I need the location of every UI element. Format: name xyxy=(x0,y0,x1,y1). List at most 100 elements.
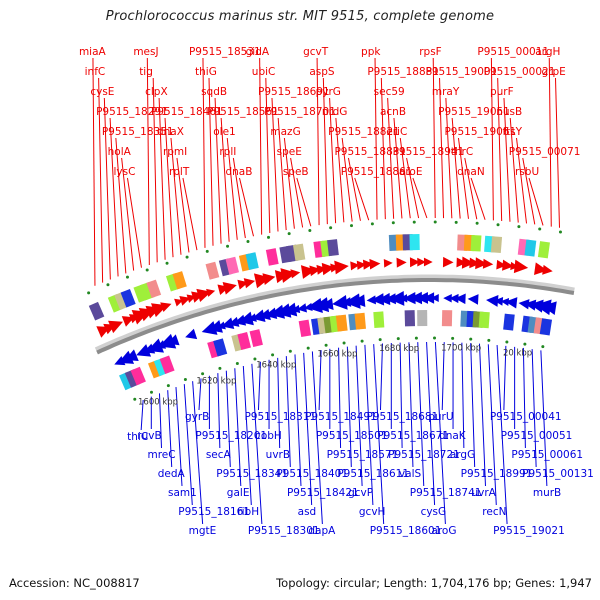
gene-label[interactable]: P9515_18561 xyxy=(207,106,279,118)
forward-gene-arrow[interactable] xyxy=(179,293,192,306)
gene-label[interactable]: purU xyxy=(428,411,453,423)
reverse-gene-arrow[interactable] xyxy=(290,304,301,315)
forward-gene-arrow[interactable] xyxy=(383,258,393,268)
reverse-gene-arrow[interactable] xyxy=(296,303,307,314)
gene-label[interactable]: P9515_00021 xyxy=(484,66,556,78)
gene-label[interactable]: pyrG xyxy=(316,86,341,98)
gene-label[interactable]: acnB xyxy=(380,106,406,118)
gene-label[interactable]: purF xyxy=(490,86,514,98)
reverse-gene-arrow[interactable] xyxy=(320,298,334,312)
gene-label[interactable]: valS xyxy=(399,468,422,480)
gene-label[interactable]: rsbU xyxy=(515,166,539,178)
reverse-gene-arrow[interactable] xyxy=(257,309,271,323)
gene-label[interactable]: holA xyxy=(108,146,132,158)
gene-label[interactable]: sqdB xyxy=(201,86,227,98)
gene-label[interactable]: rpsF xyxy=(419,46,442,58)
reverse-gene-arrow[interactable] xyxy=(467,294,479,305)
reverse-gene-arrow[interactable] xyxy=(344,293,361,310)
gene-label[interactable]: P9515_18461 xyxy=(151,106,223,118)
gene-label[interactable]: P9515_18681 xyxy=(366,411,438,423)
gene-label[interactable]: P9515_00131 xyxy=(522,468,594,480)
gene-label[interactable]: recN xyxy=(482,506,506,518)
gene-label[interactable]: thiG xyxy=(195,66,217,78)
forward-gene-arrow[interactable] xyxy=(409,257,420,268)
gene-label[interactable]: P9515_18701 xyxy=(264,106,336,118)
gene-label[interactable]: asd xyxy=(298,506,317,518)
gene-label[interactable]: P9515_19051 xyxy=(438,106,510,118)
gene-label[interactable]: dnaK xyxy=(439,430,467,442)
gene-label[interactable]: gcvH xyxy=(359,506,386,518)
gene-label[interactable]: P9515_18401 xyxy=(276,468,348,480)
gene-label[interactable]: lysC xyxy=(113,166,135,178)
gene-label[interactable]: mraY xyxy=(432,86,460,98)
reverse-gene-arrow[interactable] xyxy=(486,294,499,307)
gene-label[interactable]: uvrB xyxy=(266,449,290,461)
gene-label[interactable]: P9515_18861 xyxy=(341,166,413,178)
gene-label[interactable]: rpmI xyxy=(163,146,187,158)
gene-label[interactable]: aroG xyxy=(431,525,456,537)
gene-label[interactable]: mgtE xyxy=(189,525,217,537)
forward-gene-arrow[interactable] xyxy=(396,257,407,268)
reverse-gene-arrow[interactable] xyxy=(398,294,408,303)
gene-label[interactable]: P9515_18611 xyxy=(337,468,409,480)
gene-label[interactable]: murB xyxy=(533,487,561,499)
reverse-gene-arrow[interactable] xyxy=(145,338,164,358)
gene-label[interactable]: infC xyxy=(85,66,106,78)
gene-label[interactable]: nrdG xyxy=(322,106,348,118)
gene-label[interactable]: dedA xyxy=(158,468,186,480)
gene-label[interactable]: P9515_00061 xyxy=(511,449,583,461)
reverse-gene-arrow[interactable] xyxy=(377,292,391,306)
forward-gene-arrow[interactable] xyxy=(321,261,336,276)
forward-gene-arrow[interactable] xyxy=(334,259,349,275)
reverse-gene-arrow[interactable] xyxy=(220,317,235,332)
forward-gene-arrow[interactable] xyxy=(423,257,433,267)
reverse-gene-arrow[interactable] xyxy=(409,291,423,305)
gene-label[interactable]: clpX xyxy=(145,86,168,98)
gene-label[interactable]: aroE xyxy=(399,166,423,178)
gene-label[interactable]: P9515_18291 xyxy=(96,106,168,118)
gene-label[interactable]: galE xyxy=(227,487,250,499)
forward-gene-arrow[interactable] xyxy=(362,259,374,270)
gene-label[interactable]: ubiC xyxy=(252,66,276,78)
reverse-gene-arrow[interactable] xyxy=(216,321,226,331)
gene-label[interactable]: sec59 xyxy=(374,86,405,98)
gene-label[interactable]: ribH xyxy=(237,506,259,518)
gene-label[interactable]: cysG xyxy=(421,506,447,518)
forward-gene-arrow[interactable] xyxy=(160,299,173,312)
reverse-gene-arrow[interactable] xyxy=(454,293,466,305)
gene-label[interactable]: dnaX xyxy=(157,126,184,138)
gene-label[interactable]: P9515_18691 xyxy=(258,86,330,98)
gene-label[interactable]: P9515_00011 xyxy=(477,46,549,58)
reverse-gene-arrow[interactable] xyxy=(422,292,435,304)
gene-label[interactable]: P9515_18351 xyxy=(102,126,174,138)
reverse-gene-arrow[interactable] xyxy=(165,334,180,349)
gene-label[interactable]: P9515_18341 xyxy=(216,468,288,480)
forward-gene-arrow[interactable] xyxy=(542,264,553,276)
reverse-gene-arrow[interactable] xyxy=(274,303,292,320)
gene-label[interactable]: P9515_18881 xyxy=(367,66,439,78)
forward-gene-arrow[interactable] xyxy=(262,271,276,285)
gene-label[interactable]: eriC xyxy=(386,126,407,138)
gene-label[interactable]: argH xyxy=(535,46,560,58)
gene-label[interactable]: thiC xyxy=(127,431,148,443)
gene-label[interactable]: grpE xyxy=(541,66,565,78)
gene-label[interactable]: P9515_18491 xyxy=(305,411,377,423)
gene-label[interactable]: P9515_18161 xyxy=(178,506,250,518)
reverse-gene-arrow[interactable] xyxy=(250,309,266,325)
gene-label[interactable]: ppk xyxy=(361,46,381,58)
gene-label[interactable]: speB xyxy=(283,166,309,178)
gene-label[interactable]: dnaN xyxy=(457,166,485,178)
reverse-gene-arrow[interactable] xyxy=(184,328,198,343)
reverse-gene-arrow[interactable] xyxy=(156,333,177,354)
reverse-gene-arrow[interactable] xyxy=(206,320,223,336)
gene-label[interactable]: gyrB xyxy=(185,411,209,423)
forward-gene-arrow[interactable] xyxy=(316,264,328,275)
reverse-gene-arrow[interactable] xyxy=(232,314,247,329)
gene-label[interactable]: P9515_18941 xyxy=(393,146,465,158)
reverse-gene-arrow[interactable] xyxy=(541,299,557,315)
gene-label[interactable]: thrC xyxy=(451,146,473,158)
gene-label[interactable]: P9515_00071 xyxy=(509,146,581,158)
gene-label[interactable]: P9515_19001 xyxy=(426,66,498,78)
reverse-gene-arrow[interactable] xyxy=(331,295,348,311)
forward-gene-arrow[interactable] xyxy=(456,257,467,268)
